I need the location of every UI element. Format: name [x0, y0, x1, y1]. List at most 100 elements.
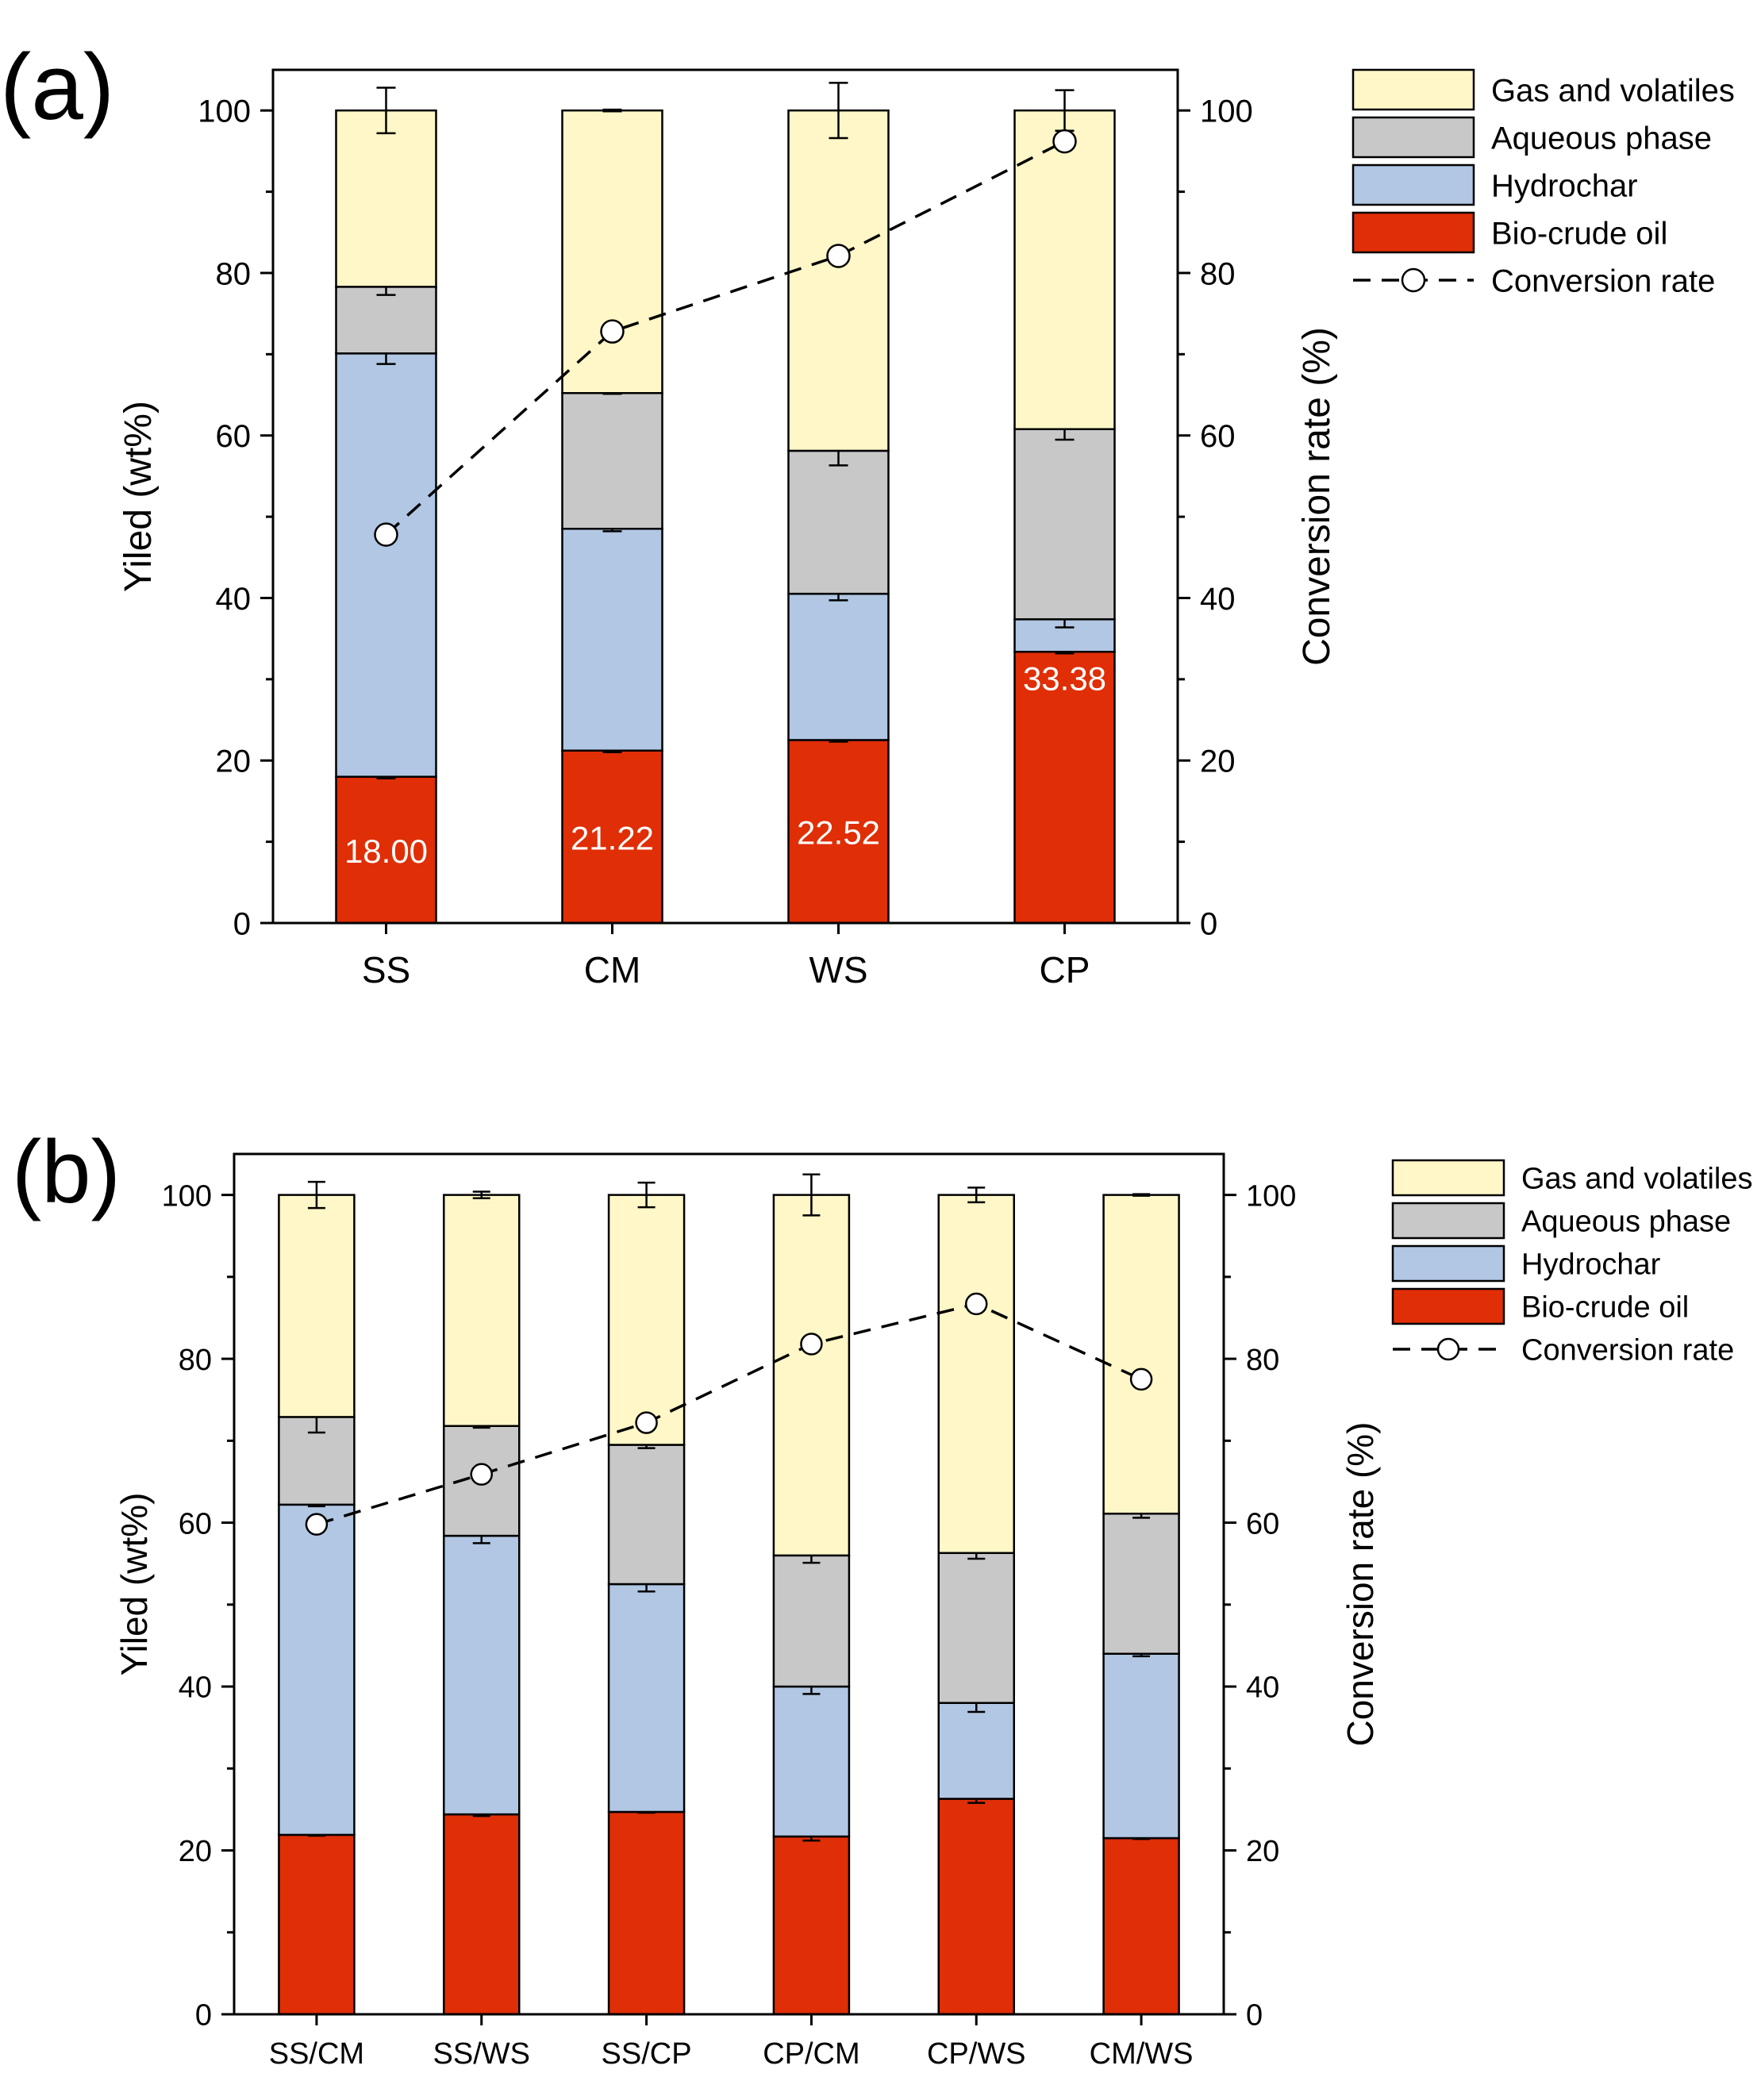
error-bar-gas-2 — [637, 1181, 656, 1209]
bar-oil-0 — [278, 1833, 356, 2016]
conversion-rate-point-4 — [965, 1292, 988, 1316]
panel-a-chart: (a) 18.00 21.22 22.52 33.38 0 20 40 60 80 100 0 20 40… — [0, 35, 1735, 990]
legend-swatch-hydrochar — [1391, 1244, 1505, 1283]
conversion-rate-point-2 — [635, 1411, 658, 1434]
bar-hydrochar-0 — [335, 352, 437, 778]
legend-swatch-marker — [1436, 1337, 1460, 1361]
legend: Gas and volatiles Aqueous phase Hydrochar B… — [1352, 68, 1735, 298]
legend: Gas and volatiles Aqueous phase Hydrochar B… — [1391, 1159, 1753, 1367]
x-tick-label: CP/CM — [763, 2037, 859, 2071]
conversion-rate-point-0 — [305, 1513, 329, 1536]
x-tick-label: CM/WS — [1090, 2037, 1194, 2071]
plot-frame — [271, 68, 1179, 925]
bar-gas-1 — [443, 1194, 521, 1428]
x-tick-label: CP/WS — [927, 2037, 1026, 2071]
legend-label: Bio-crude oil — [1521, 1291, 1689, 1325]
x-tick-label: SS/CM — [269, 2037, 364, 2071]
x-tick-label: SS — [362, 949, 410, 990]
data-label-2: 22.52 — [797, 814, 880, 852]
y2-tick-label: 80 — [1246, 1344, 1279, 1377]
legend-swatch-marker — [1401, 267, 1426, 293]
conversion-rate-point-5 — [1129, 1367, 1153, 1391]
y-tick-label: 20 — [179, 1835, 212, 1868]
legend-label: Gas and volatiles — [1491, 73, 1735, 108]
y2-tick-label: 40 — [1200, 582, 1236, 617]
error-bar-gas-0 — [307, 1180, 325, 1210]
conversion-rate-point-2 — [826, 244, 851, 268]
legend-label: Conversion rate — [1491, 263, 1715, 298]
bar-hydrochar-4 — [937, 1702, 1015, 1800]
y-tick-label: 100 — [162, 1179, 212, 1213]
error-bar-gas-3 — [802, 1173, 821, 1217]
legend-swatch-aqueous — [1391, 1202, 1505, 1240]
conversion-rate-line — [316, 1302, 1142, 1526]
x-tick-label: SS/WS — [433, 2037, 530, 2071]
conversion-rate-point-3 — [1052, 129, 1077, 154]
bar-oil-0 — [335, 775, 437, 925]
legend-label: Hydrochar — [1491, 168, 1638, 203]
y-tick-label: 0 — [233, 906, 251, 941]
conversion-rate-point-0 — [374, 522, 398, 547]
bar-hydrochar-3 — [772, 1685, 851, 1838]
y-tick-label: 0 — [195, 1999, 212, 2033]
bar-hydrochar-1 — [561, 527, 663, 752]
bar-oil-1 — [443, 1813, 521, 2016]
bar-gas-0 — [278, 1194, 356, 1418]
y-tick-label: 100 — [198, 94, 251, 129]
error-bar-gas-5 — [1132, 1193, 1151, 1197]
bar-aqueous-3 — [1013, 428, 1116, 621]
legend-swatch-oil — [1391, 1287, 1505, 1325]
bar-gas-2 — [787, 109, 890, 452]
bar-aqueous-1 — [561, 392, 663, 530]
legend-swatch-gas — [1352, 68, 1475, 111]
conversion-rate-line — [385, 140, 1066, 536]
bar-gas-0 — [335, 109, 437, 288]
bar-hydrochar-2 — [787, 592, 890, 741]
bar-aqueous-2 — [787, 449, 890, 595]
y-tick-label: 40 — [179, 1671, 212, 1705]
y2-axis-title: Conversion rate (%) — [1340, 1421, 1381, 1746]
bar-gas-4 — [937, 1194, 1015, 1555]
bar-gas-1 — [561, 109, 663, 394]
bar-oil-2 — [607, 1810, 686, 2016]
bar-aqueous-5 — [1102, 1512, 1180, 1656]
bar-aqueous-3 — [772, 1554, 851, 1688]
y-tick-label: 60 — [179, 1507, 212, 1540]
plot-frame — [233, 1152, 1225, 2016]
y2-tick-label: 100 — [1246, 1179, 1296, 1213]
y-axis-title: Yiled (wt%) — [113, 1493, 155, 1676]
y-tick-label: 60 — [216, 419, 252, 454]
y2-tick-label: 60 — [1200, 419, 1236, 454]
x-tick-label: WS — [809, 949, 867, 990]
bar-hydrochar-2 — [607, 1583, 686, 1813]
conversion-rate-point-1 — [600, 319, 625, 344]
x-tick-label: SS/CP — [602, 2037, 692, 2071]
bar-gas-5 — [1102, 1194, 1180, 1515]
legend-label: Aqueous phase — [1521, 1206, 1731, 1239]
legend-swatch-hydrochar — [1352, 163, 1475, 206]
y2-axis-title: Conversion rate (%) — [1296, 327, 1338, 666]
y2-tick-label: 20 — [1246, 1835, 1279, 1868]
data-label-3: 33.38 — [1023, 660, 1106, 698]
y2-tick-label: 100 — [1200, 94, 1253, 129]
y-tick-label: 40 — [216, 582, 252, 617]
error-bar-gas-4 — [967, 1187, 986, 1204]
error-bar-gas-1 — [472, 1190, 490, 1199]
y-tick-label: 80 — [179, 1344, 212, 1377]
bar-aqueous-2 — [607, 1444, 686, 1586]
error-bar-gas-0 — [376, 87, 396, 135]
legend-swatch-gas — [1391, 1159, 1505, 1197]
bar-hydrochar-5 — [1102, 1652, 1180, 1840]
bar-oil-5 — [1102, 1837, 1180, 2016]
bar-gas-2 — [607, 1194, 686, 1446]
y-axis-title: Yiled (wt%) — [117, 401, 160, 592]
y2-tick-label: 60 — [1246, 1507, 1279, 1540]
panel-b-chart: (b) 0 20 40 60 80 100 0 20 40 60 80 100 SS/CM SS/WS SS/… — [12, 1122, 1753, 2071]
y2-tick-label: 80 — [1200, 256, 1236, 291]
bar-oil-3 — [1013, 651, 1116, 925]
data-label-0: 18.00 — [344, 833, 428, 870]
bar-gas-3 — [772, 1194, 851, 1557]
error-bar-gas-1 — [602, 108, 622, 113]
legend-swatch-oil — [1352, 211, 1475, 254]
